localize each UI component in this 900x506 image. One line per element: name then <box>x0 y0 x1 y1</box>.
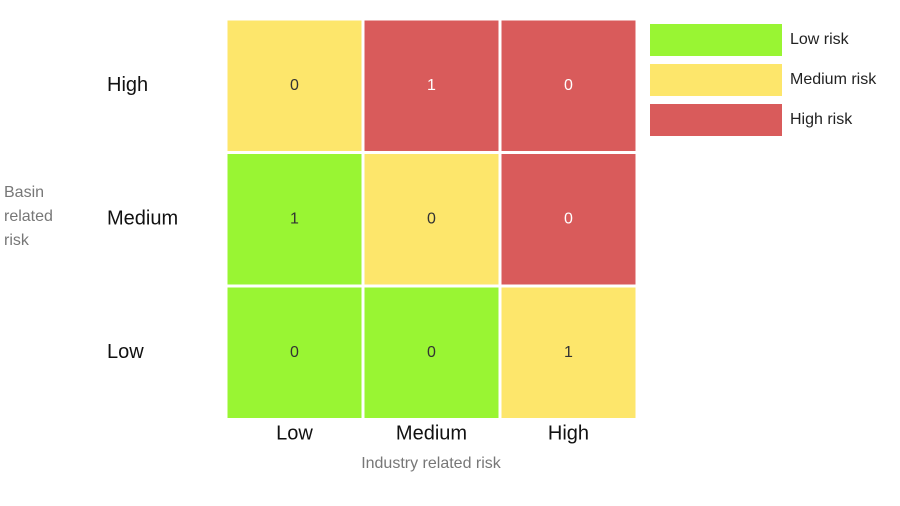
cell <box>364 20 499 151</box>
cell-value: 0 <box>427 344 436 361</box>
cell-value: 0 <box>290 344 299 361</box>
cell-value: 1 <box>427 77 436 94</box>
y-tick-label: High <box>107 74 148 96</box>
cell-value: 0 <box>564 210 573 227</box>
cell <box>227 154 362 285</box>
legend-swatch <box>650 24 782 56</box>
cell <box>501 154 636 285</box>
x-tick-label: Low <box>276 422 313 444</box>
cell <box>227 287 362 418</box>
legend-label: High risk <box>790 111 853 128</box>
x-tick-label: High <box>548 422 589 444</box>
cell-value: 1 <box>290 210 299 227</box>
x-axis-title: Industry related risk <box>361 455 502 472</box>
x-tick-label: Medium <box>396 422 467 444</box>
legend-swatch <box>650 64 782 96</box>
cell-value: 1 <box>564 344 573 361</box>
legend-label: Medium risk <box>790 71 877 88</box>
legend-label: Low risk <box>790 31 850 48</box>
cell <box>501 287 636 418</box>
legend-swatch <box>650 104 782 136</box>
y-tick-label: Medium <box>107 208 178 230</box>
cell-value: 0 <box>290 77 299 94</box>
cell <box>227 20 362 151</box>
cell-value: 0 <box>564 77 573 94</box>
y-tick-label: Low <box>107 341 144 363</box>
cell <box>364 287 499 418</box>
y-axis-title: Basin related risk <box>4 184 53 249</box>
cell-value: 0 <box>427 210 436 227</box>
cell <box>364 154 499 285</box>
cell <box>501 20 636 151</box>
